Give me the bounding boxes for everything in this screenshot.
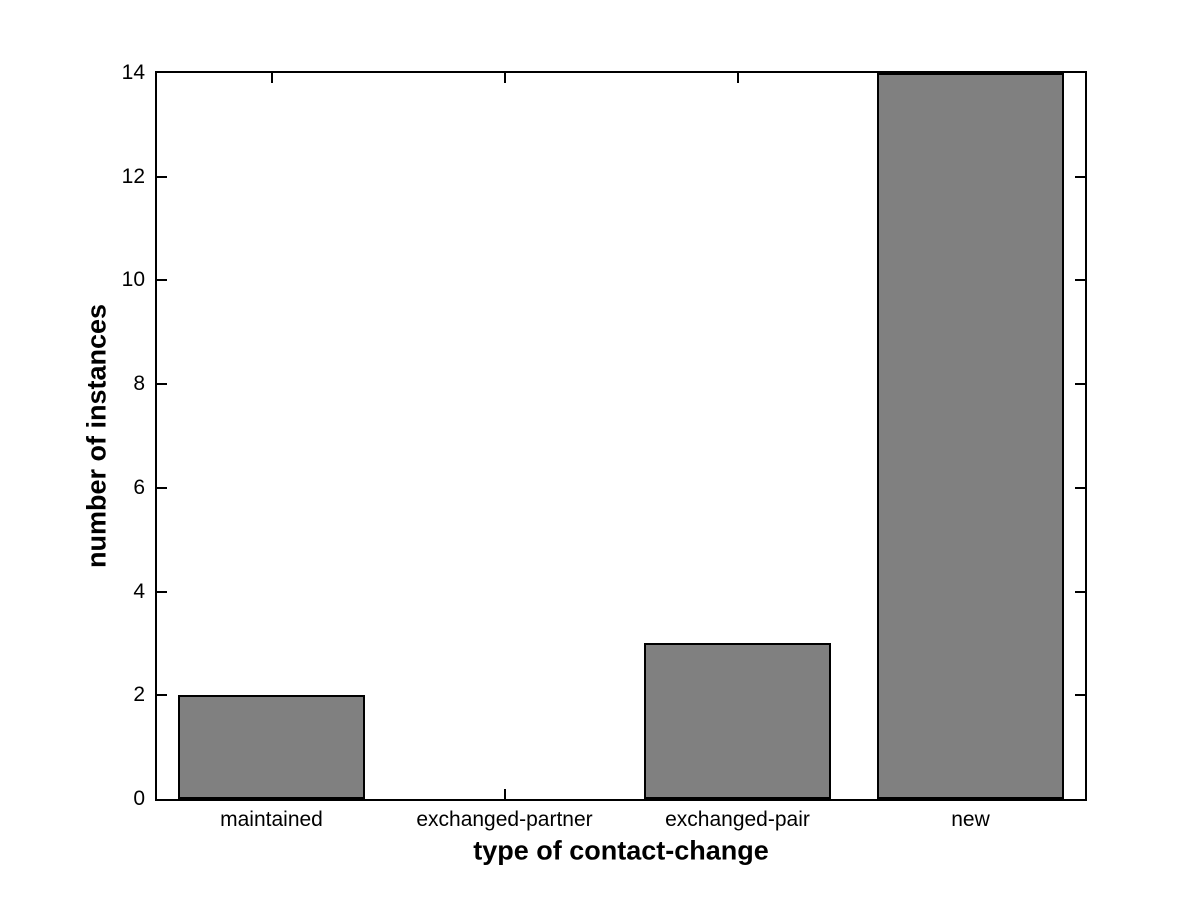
y-tick-right xyxy=(1075,590,1085,593)
bar-maintained xyxy=(178,695,365,799)
x-tick-label: exchanged-partner xyxy=(416,808,593,831)
y-tick-label: 4 xyxy=(133,579,145,603)
y-tick-left xyxy=(157,590,167,593)
y-tick-right xyxy=(1075,486,1085,489)
x-tick-label: new xyxy=(951,808,990,831)
y-tick-label: 6 xyxy=(133,475,145,499)
x-axis-label: type of contact-change xyxy=(473,835,769,866)
y-tick-label: 14 xyxy=(121,61,145,84)
y-tick-left xyxy=(157,486,167,489)
y-tick-right xyxy=(1075,175,1085,178)
y-tick-right xyxy=(1075,694,1085,697)
x-tick-top xyxy=(270,73,273,83)
bar-new xyxy=(877,73,1064,799)
y-tick-left xyxy=(157,175,167,178)
y-tick-label: 10 xyxy=(121,268,145,292)
bar-exchanged-pair xyxy=(644,643,831,799)
y-tick-right xyxy=(1075,279,1085,282)
y-tick-label: 12 xyxy=(121,164,145,188)
y-tick-left xyxy=(157,694,167,697)
y-tick-right xyxy=(1075,383,1085,386)
y-tick-left xyxy=(157,279,167,282)
y-tick-left xyxy=(157,383,167,386)
x-tick-label: exchanged-pair xyxy=(665,808,810,831)
y-axis-label: number of instances xyxy=(81,303,112,569)
y-tick-label: 0 xyxy=(133,787,145,810)
x-tick-label: maintained xyxy=(220,808,323,831)
y-tick-label: 8 xyxy=(133,372,145,396)
y-tick-label: 2 xyxy=(133,683,145,707)
x-tick-bottom xyxy=(503,789,506,799)
x-tick-top xyxy=(736,73,739,83)
x-tick-top xyxy=(503,73,506,83)
